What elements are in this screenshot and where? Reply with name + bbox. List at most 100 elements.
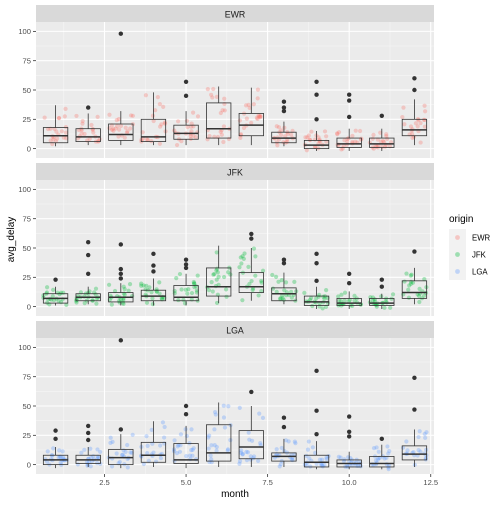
jitter-point: [215, 134, 221, 140]
box-iqr: [140, 118, 167, 142]
jitter-point: [240, 451, 245, 457]
jitter-point: [416, 448, 421, 453]
jitter-point: [209, 279, 214, 285]
jitter-point: [280, 296, 285, 301]
x-tick-label: 5.0: [181, 478, 192, 487]
jitter-point: [304, 148, 309, 153]
box-4: [140, 251, 167, 306]
jitter-point: [407, 283, 412, 288]
jitter-point: [174, 275, 179, 281]
jitter-point: [209, 92, 214, 97]
jitter-point: [117, 459, 122, 465]
jitter-point: [370, 298, 376, 303]
jitter-point: [228, 437, 233, 443]
jitter-point: [193, 135, 198, 140]
jitter-point: [160, 420, 166, 425]
jitter-point: [274, 124, 279, 129]
legend-key-point: [455, 269, 460, 274]
facet-panel: LGA 0 25 50 75 100: [18, 321, 434, 474]
jitter-point: [44, 285, 50, 290]
jitter-point: [161, 104, 166, 110]
jitter-point: [324, 456, 329, 462]
jitter-point: [409, 131, 415, 136]
jitter-point: [335, 132, 340, 137]
jitter-point: [149, 290, 154, 295]
jitter-point: [144, 283, 149, 288]
jitter-point: [376, 449, 381, 454]
jitter-point: [238, 450, 244, 455]
outlier-point: [346, 434, 352, 439]
jitter-point: [374, 144, 379, 150]
jitter-point: [141, 283, 146, 288]
jitter-point: [324, 288, 329, 293]
jitter-point: [157, 101, 163, 107]
y-tick-label: 75: [23, 56, 31, 65]
box-10: [336, 414, 362, 470]
jitter-point: [339, 147, 344, 152]
facet-strip-label: LGA: [226, 326, 244, 336]
box-4: [140, 421, 167, 467]
jitter-point: [107, 112, 112, 117]
jitter-point: [417, 286, 422, 291]
y-tick-label: 0: [27, 460, 31, 469]
jitter-point: [209, 460, 214, 465]
jitter-point: [176, 442, 181, 448]
jitter-point: [113, 126, 118, 131]
outlier-point: [249, 389, 254, 395]
y-tick-label: 75: [23, 214, 31, 223]
jitter-point: [63, 124, 69, 130]
jitter-point: [303, 135, 308, 140]
jitter-point: [336, 454, 341, 459]
jitter-point: [241, 256, 246, 261]
box-3: [108, 338, 134, 469]
jitter-point: [424, 430, 429, 435]
jitter-point: [346, 455, 351, 460]
jitter-point: [179, 139, 184, 144]
jitter-point: [342, 457, 347, 462]
box-3: [108, 31, 134, 146]
outlier-point: [412, 87, 417, 93]
jitter-point: [74, 113, 79, 119]
jitter-point: [276, 279, 281, 284]
jitter-point: [215, 270, 220, 275]
jitter-point: [119, 453, 125, 458]
outlier-point: [183, 403, 189, 409]
jitter-point: [345, 139, 350, 144]
outlier-point: [85, 252, 91, 258]
box-10: [336, 92, 362, 151]
box-11: [369, 113, 395, 151]
jitter-point: [212, 427, 217, 432]
y-axis-title: avg_delay: [6, 217, 17, 263]
jitter-point: [249, 120, 254, 125]
outlier-point: [151, 263, 156, 268]
jitter-point: [187, 453, 193, 458]
jitter-point: [45, 126, 51, 132]
box-12: [401, 375, 428, 467]
jitter-point: [130, 432, 135, 437]
jitter-point: [60, 449, 65, 454]
jitter-point: [373, 458, 379, 463]
box-4: [140, 92, 167, 146]
jitter-point: [240, 452, 245, 457]
jitter-point: [159, 296, 164, 301]
jitter-point: [310, 303, 315, 309]
box-iqr: [336, 137, 362, 148]
jitter-point: [221, 124, 227, 129]
jitter-point: [79, 131, 84, 136]
jitter-point: [87, 136, 92, 141]
outlier-point: [249, 231, 254, 237]
jitter-point: [281, 140, 286, 145]
outlier-point: [118, 242, 124, 247]
jitter-point: [109, 464, 115, 469]
jitter-point: [238, 135, 243, 140]
jitter-point: [222, 274, 227, 280]
jitter-point: [184, 433, 190, 439]
jitter-point: [248, 457, 253, 462]
jitter-point: [257, 411, 262, 416]
jitter-point: [279, 132, 284, 138]
jitter-point: [322, 129, 328, 134]
jitter-point: [352, 298, 357, 303]
jitter-point: [237, 461, 242, 466]
box-8: [271, 99, 297, 147]
jitter-point: [358, 464, 363, 469]
